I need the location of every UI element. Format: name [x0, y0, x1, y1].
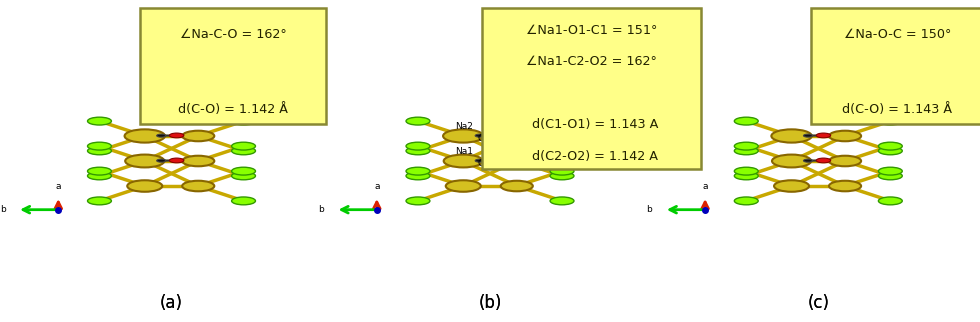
Text: C1: C1 [477, 159, 490, 168]
Circle shape [878, 147, 903, 155]
Circle shape [406, 167, 430, 175]
Text: (b): (b) [478, 294, 502, 312]
Circle shape [157, 159, 166, 162]
Circle shape [444, 155, 483, 167]
Text: O2: O2 [496, 125, 509, 134]
Circle shape [170, 158, 184, 163]
Circle shape [501, 181, 533, 191]
Circle shape [501, 156, 533, 166]
Text: ∠Na-C-O = 162°: ∠Na-C-O = 162° [180, 28, 286, 41]
Circle shape [550, 147, 574, 155]
Text: ∠Na1-O1-C1 = 151°: ∠Na1-O1-C1 = 151° [525, 24, 658, 37]
Circle shape [734, 142, 759, 150]
Circle shape [816, 133, 831, 138]
Circle shape [87, 172, 112, 180]
Text: ∠Na1-C2-O2 = 162°: ∠Na1-C2-O2 = 162° [526, 55, 657, 68]
Circle shape [816, 158, 831, 163]
Circle shape [87, 197, 112, 205]
Text: b: b [318, 205, 323, 214]
Circle shape [550, 197, 574, 205]
Circle shape [124, 129, 165, 143]
Circle shape [231, 167, 256, 175]
Circle shape [87, 117, 112, 125]
Circle shape [406, 142, 430, 150]
Text: a: a [56, 182, 61, 191]
Circle shape [734, 147, 759, 155]
Text: b: b [647, 205, 652, 214]
Text: Na1: Na1 [456, 147, 473, 156]
Text: a: a [703, 182, 708, 191]
Circle shape [443, 129, 483, 143]
Circle shape [475, 159, 484, 162]
Circle shape [550, 172, 574, 180]
Circle shape [829, 156, 861, 166]
Circle shape [125, 155, 165, 167]
FancyBboxPatch shape [140, 8, 326, 124]
Circle shape [231, 142, 256, 150]
Circle shape [878, 167, 903, 175]
Circle shape [406, 197, 430, 205]
Text: (c): (c) [808, 294, 829, 312]
Text: O1: O1 [496, 150, 509, 159]
FancyBboxPatch shape [482, 8, 701, 169]
Circle shape [406, 147, 430, 155]
Circle shape [878, 142, 903, 150]
Text: Na2: Na2 [456, 121, 473, 130]
Circle shape [87, 142, 112, 150]
Circle shape [87, 167, 112, 175]
Circle shape [771, 129, 811, 143]
Text: d(C2-O2) = 1.142 A: d(C2-O2) = 1.142 A [524, 150, 659, 163]
Circle shape [804, 159, 812, 162]
Text: C2: C2 [477, 134, 490, 143]
Text: d(C-O) = 1.143 Å: d(C-O) = 1.143 Å [842, 103, 953, 116]
Circle shape [231, 117, 256, 125]
Circle shape [804, 134, 812, 137]
Circle shape [734, 172, 759, 180]
Circle shape [772, 155, 811, 167]
Circle shape [182, 131, 215, 141]
Circle shape [734, 117, 759, 125]
Circle shape [878, 117, 903, 125]
Circle shape [488, 133, 503, 138]
Circle shape [734, 197, 759, 205]
Circle shape [774, 180, 809, 192]
Circle shape [501, 131, 533, 141]
Text: (b): (b) [478, 294, 502, 312]
Text: b: b [0, 205, 5, 214]
Text: d(C-O) = 1.142 Å: d(C-O) = 1.142 Å [178, 103, 288, 116]
Text: d(C1-O1) = 1.143 A: d(C1-O1) = 1.143 A [524, 118, 659, 131]
Text: (a): (a) [160, 294, 183, 312]
FancyBboxPatch shape [811, 8, 980, 124]
Circle shape [488, 158, 503, 163]
Circle shape [182, 181, 215, 191]
Circle shape [446, 180, 481, 192]
Circle shape [406, 172, 430, 180]
Circle shape [829, 131, 861, 141]
Circle shape [231, 147, 256, 155]
Circle shape [550, 117, 574, 125]
Text: a: a [374, 182, 379, 191]
Circle shape [157, 134, 166, 137]
Circle shape [878, 172, 903, 180]
Circle shape [231, 172, 256, 180]
Circle shape [734, 167, 759, 175]
Circle shape [231, 197, 256, 205]
Circle shape [829, 181, 861, 191]
Circle shape [550, 142, 574, 150]
Circle shape [878, 197, 903, 205]
Circle shape [87, 147, 112, 155]
Text: (c): (c) [808, 294, 829, 312]
Text: ∠Na-O-C = 150°: ∠Na-O-C = 150° [844, 28, 951, 41]
Circle shape [550, 167, 574, 175]
Circle shape [475, 134, 484, 137]
Text: (a): (a) [160, 294, 183, 312]
Circle shape [406, 117, 430, 125]
Circle shape [127, 180, 163, 192]
Circle shape [182, 156, 215, 166]
Circle shape [170, 133, 184, 138]
